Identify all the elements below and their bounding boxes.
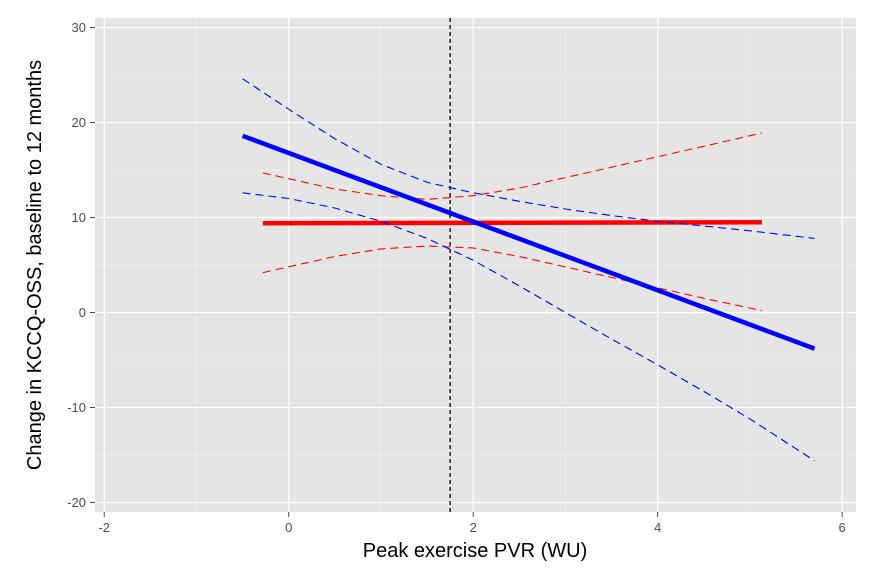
x-axis-title: Peak exercise PVR (WU) bbox=[363, 540, 588, 562]
y-tick-label: 20 bbox=[72, 115, 86, 130]
series-layer bbox=[241, 78, 816, 462]
blue-lower-CI-line bbox=[242, 192, 815, 462]
x-tick-label: 2 bbox=[470, 520, 477, 535]
x-tick-label: 6 bbox=[839, 520, 846, 535]
x-tick-label: 0 bbox=[285, 520, 292, 535]
y-tick-label: 10 bbox=[72, 210, 86, 225]
x-tick-label: 4 bbox=[654, 520, 661, 535]
y-tick-label: 30 bbox=[72, 20, 86, 35]
red-lower-CI-line bbox=[262, 245, 763, 312]
x-tick-layer: -2 0 2 4 6 bbox=[98, 512, 846, 535]
red-upper-CI-line bbox=[262, 132, 763, 200]
y-axis-title: Change in KCCQ-OSS, baseline to 12 month… bbox=[24, 60, 46, 470]
y-tick-label: 0 bbox=[79, 305, 86, 320]
y-tick-layer: -20 -10 0 10 20 30 bbox=[67, 20, 95, 510]
blue-upper-CI-line bbox=[242, 78, 815, 239]
red-fit-line bbox=[262, 220, 762, 226]
grid-layer bbox=[95, 18, 856, 512]
blue-fit-line bbox=[241, 133, 816, 351]
x-tick-label: -2 bbox=[98, 520, 110, 535]
y-tick-label: -10 bbox=[67, 400, 86, 415]
y-tick-label: -20 bbox=[67, 495, 86, 510]
